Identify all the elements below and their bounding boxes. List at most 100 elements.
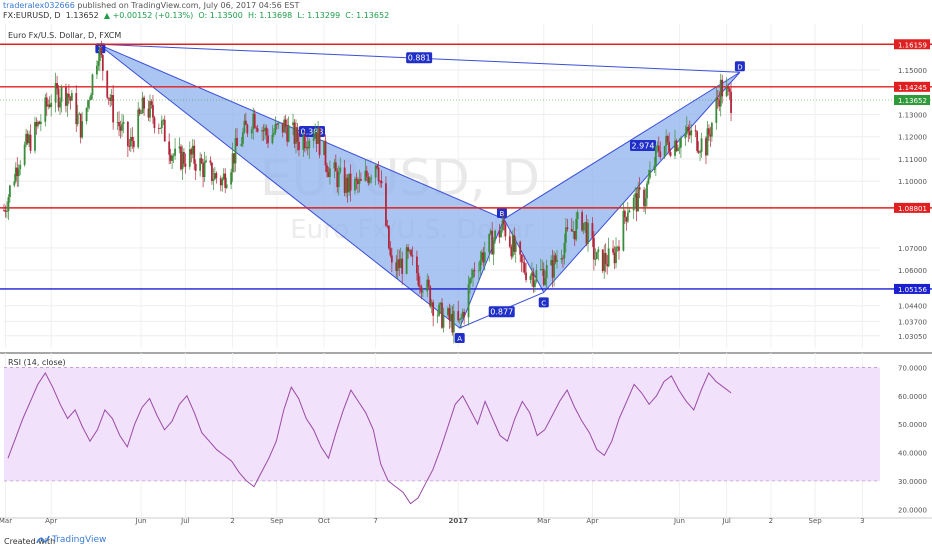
candle-body	[613, 252, 616, 264]
candle-body	[116, 122, 119, 123]
candle-body	[283, 119, 286, 133]
pattern-point-box	[496, 208, 507, 219]
candle-body	[57, 88, 60, 108]
tradingview-brand[interactable]: TradingView	[52, 535, 107, 545]
candle-body	[137, 109, 140, 148]
candle-body	[553, 255, 555, 278]
candle-body	[172, 155, 175, 157]
candle-body	[529, 275, 532, 280]
candle-body	[647, 177, 650, 184]
candle-body	[14, 167, 17, 182]
author-link[interactable]: traderalex032666	[3, 1, 75, 10]
candle-body	[345, 177, 348, 193]
candle-body	[122, 121, 125, 125]
candle-body	[491, 230, 494, 255]
candle-body	[315, 132, 318, 144]
candle-body	[488, 233, 491, 253]
candle-body	[594, 258, 597, 260]
candle-body	[705, 138, 707, 156]
time-axis-label: Mar	[0, 517, 12, 525]
candle-body	[183, 151, 185, 164]
candle-body	[65, 87, 67, 106]
price-axis-label: 1.11000	[898, 156, 927, 164]
candle-body	[336, 171, 339, 188]
candle-body	[421, 291, 424, 293]
candle-body	[184, 163, 187, 167]
pattern-triangle-bcd	[503, 71, 741, 294]
candle-body	[244, 120, 247, 125]
pattern-point-label: A	[457, 335, 462, 343]
candle-body	[500, 229, 502, 238]
candle-body	[215, 173, 218, 179]
candle-body	[365, 170, 368, 177]
rsi-band	[4, 367, 880, 481]
candle-body	[721, 79, 724, 97]
candle-body	[370, 177, 373, 179]
candle-body	[656, 145, 659, 147]
pattern-point-label: C	[541, 299, 546, 307]
candle-body	[17, 169, 20, 177]
candle-body	[343, 167, 346, 193]
candle-body	[687, 127, 690, 132]
candle-body	[607, 248, 610, 267]
candle-body	[168, 141, 171, 155]
candle-body	[420, 286, 423, 293]
candle-body	[87, 100, 89, 108]
candle-body	[272, 132, 275, 135]
candle-body	[690, 130, 693, 136]
candle-body	[171, 155, 174, 161]
candle-body	[398, 259, 401, 268]
candle-body	[174, 148, 176, 156]
candle-body	[354, 178, 356, 191]
candle-body	[153, 117, 156, 129]
candle-body	[585, 222, 588, 244]
candle-body	[643, 189, 645, 207]
price-axis-label: 1.05156	[898, 286, 927, 294]
candle-body	[334, 162, 337, 172]
candle-body	[545, 265, 548, 279]
candle-body	[209, 160, 212, 163]
candle-body	[346, 177, 349, 193]
candle-body	[181, 151, 184, 170]
open-value: O: 1.13500	[198, 11, 243, 20]
candle-body	[349, 173, 352, 191]
candle-body	[112, 94, 115, 123]
price-axis-badge	[894, 81, 930, 92]
candle-body	[511, 235, 514, 257]
candle-body	[584, 222, 586, 224]
candle-body	[159, 127, 162, 129]
candle-body	[374, 165, 377, 178]
candle-body	[635, 193, 638, 212]
time-axis-label: Jun	[673, 517, 685, 525]
candle-body	[203, 161, 206, 177]
candle-body	[222, 173, 225, 180]
candle-body	[261, 130, 263, 132]
candle-body	[129, 136, 132, 147]
candle-body	[132, 140, 135, 148]
candle-body	[35, 122, 38, 127]
publish-text: published on TradingView.com, July 06, 2…	[77, 1, 300, 10]
price-axis-label: 1.12000	[898, 134, 927, 142]
price-axis-label: 1.13000	[898, 112, 927, 120]
candle-body	[418, 285, 421, 287]
candle-body	[119, 126, 122, 131]
candle-body	[368, 177, 371, 183]
candle-body	[78, 113, 81, 115]
candle-body	[663, 145, 666, 158]
candle-body	[551, 260, 554, 278]
candle-body	[333, 162, 336, 169]
candle-body	[246, 124, 249, 134]
candle-body	[284, 119, 287, 128]
candle-body	[411, 255, 414, 257]
rsi-axis-label: 60.0000	[898, 393, 927, 401]
candle-body	[541, 269, 544, 270]
candle-body	[503, 220, 505, 225]
candle-body	[13, 181, 16, 186]
candle-body	[408, 250, 411, 252]
candle-body	[457, 311, 460, 321]
candle-body	[262, 130, 265, 132]
candle-body	[107, 97, 110, 99]
high-value: H: 1.13698	[247, 11, 293, 20]
candle-body	[271, 134, 274, 144]
